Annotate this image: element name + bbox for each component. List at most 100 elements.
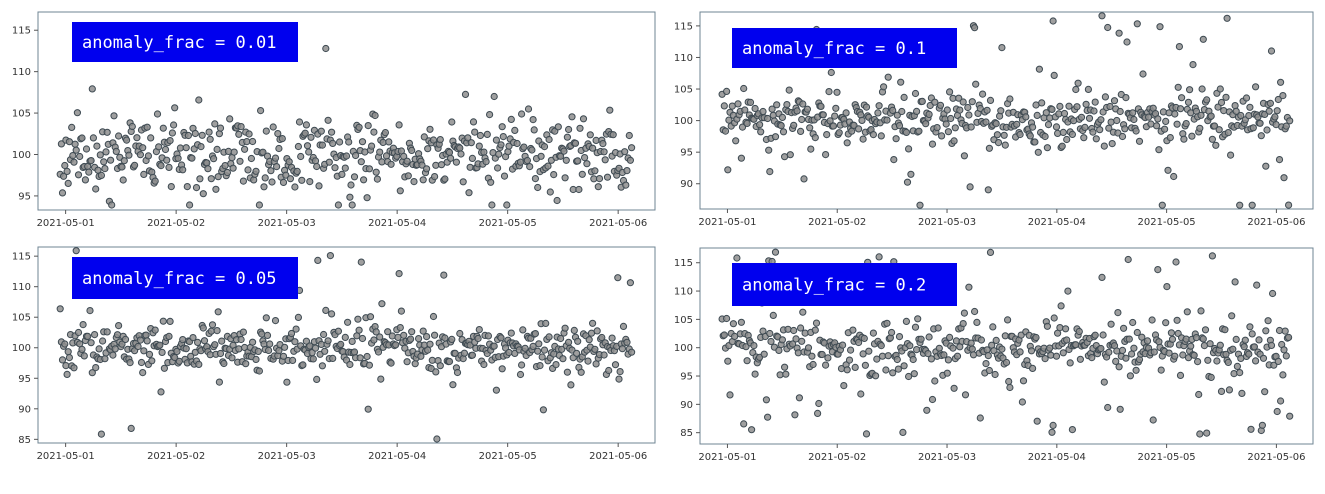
data-point bbox=[115, 322, 123, 330]
data-point bbox=[123, 136, 131, 144]
data-point bbox=[1158, 201, 1166, 209]
data-point bbox=[794, 349, 802, 357]
data-point bbox=[436, 136, 444, 144]
data-point bbox=[291, 338, 299, 346]
data-point bbox=[354, 315, 362, 323]
data-point bbox=[108, 201, 116, 209]
data-point bbox=[299, 361, 307, 369]
data-point bbox=[740, 84, 748, 93]
data-point bbox=[388, 332, 396, 340]
data-point bbox=[519, 326, 527, 334]
data-point bbox=[1072, 85, 1080, 94]
data-point bbox=[318, 362, 326, 370]
data-point bbox=[1052, 123, 1061, 131]
data-point bbox=[906, 342, 914, 350]
data-point bbox=[991, 370, 999, 379]
data-point bbox=[943, 369, 951, 377]
y-tick-label: 90 bbox=[680, 179, 693, 190]
data-point bbox=[1090, 107, 1098, 115]
data-point bbox=[165, 332, 173, 341]
data-point bbox=[486, 111, 494, 119]
data-point bbox=[769, 311, 777, 320]
y-tick-label: 115 bbox=[674, 258, 693, 269]
data-point bbox=[1250, 343, 1259, 351]
data-point bbox=[1006, 95, 1014, 103]
data-point bbox=[1197, 307, 1205, 315]
data-point bbox=[775, 346, 783, 355]
data-point bbox=[1159, 108, 1167, 116]
data-point bbox=[1130, 115, 1138, 124]
data-point bbox=[883, 319, 891, 327]
data-point bbox=[1201, 326, 1210, 334]
data-point bbox=[934, 324, 942, 332]
data-point bbox=[507, 329, 515, 337]
data-point bbox=[1126, 372, 1134, 380]
data-point bbox=[1123, 38, 1131, 46]
data-point bbox=[764, 413, 772, 421]
data-point bbox=[255, 367, 263, 375]
y-tick-label: 95 bbox=[680, 148, 693, 159]
data-point bbox=[960, 309, 968, 317]
data-point bbox=[839, 341, 847, 349]
data-point bbox=[346, 360, 354, 369]
data-point bbox=[109, 351, 117, 359]
data-point bbox=[79, 321, 87, 329]
data-point bbox=[889, 106, 897, 115]
data-point bbox=[1077, 113, 1086, 121]
scatter-points bbox=[718, 248, 1294, 438]
data-point bbox=[777, 122, 785, 130]
data-point bbox=[396, 187, 404, 195]
data-point bbox=[1001, 141, 1009, 149]
data-point bbox=[262, 314, 270, 322]
data-point bbox=[764, 114, 772, 123]
data-point bbox=[931, 98, 939, 106]
data-point bbox=[191, 129, 199, 138]
data-point bbox=[791, 411, 799, 419]
data-point bbox=[843, 366, 851, 374]
data-point bbox=[1029, 364, 1037, 373]
data-point bbox=[966, 183, 974, 191]
data-point bbox=[626, 279, 635, 287]
data-point bbox=[1231, 278, 1239, 286]
data-point bbox=[1035, 65, 1043, 73]
data-point bbox=[1089, 128, 1097, 136]
data-point bbox=[415, 335, 423, 343]
data-point bbox=[785, 86, 793, 94]
data-point bbox=[103, 328, 111, 336]
data-point bbox=[1199, 35, 1207, 43]
data-point bbox=[1255, 336, 1263, 344]
data-point bbox=[1130, 344, 1138, 352]
scatter-chart-2: 90 95 100 105 110 115 2021-05-01 2021-05-02 2021… bbox=[674, 11, 1314, 228]
data-point bbox=[118, 163, 126, 171]
y-tick-label: 90 bbox=[18, 404, 31, 415]
data-point bbox=[575, 185, 583, 194]
data-point bbox=[1150, 348, 1158, 356]
x-tick-label: 2021-05-04 bbox=[1028, 452, 1086, 463]
data-point bbox=[1176, 371, 1185, 379]
data-point bbox=[267, 167, 275, 175]
data-point bbox=[186, 201, 194, 209]
data-point bbox=[403, 358, 411, 366]
data-point bbox=[1165, 349, 1173, 357]
data-point bbox=[818, 350, 826, 359]
data-point bbox=[535, 340, 543, 348]
data-point bbox=[213, 145, 221, 153]
data-point bbox=[579, 115, 588, 123]
data-point bbox=[1164, 166, 1172, 174]
data-point bbox=[364, 122, 372, 130]
data-point bbox=[1099, 331, 1107, 339]
data-point bbox=[732, 137, 740, 145]
data-point bbox=[767, 337, 775, 346]
data-point bbox=[269, 123, 277, 131]
data-point bbox=[1133, 20, 1141, 28]
data-point bbox=[600, 148, 608, 156]
data-point bbox=[1068, 426, 1076, 434]
data-point bbox=[557, 152, 565, 160]
data-point bbox=[1188, 132, 1196, 140]
data-point bbox=[357, 258, 365, 266]
scatter-chart-4: 85 90 95 100 105 110 115 2021-05-01 2021-05-02 20… bbox=[674, 247, 1314, 463]
data-point bbox=[418, 161, 426, 169]
data-point bbox=[235, 130, 243, 138]
data-point bbox=[419, 327, 427, 335]
x-tick-label: 2021-05-05 bbox=[479, 451, 537, 462]
